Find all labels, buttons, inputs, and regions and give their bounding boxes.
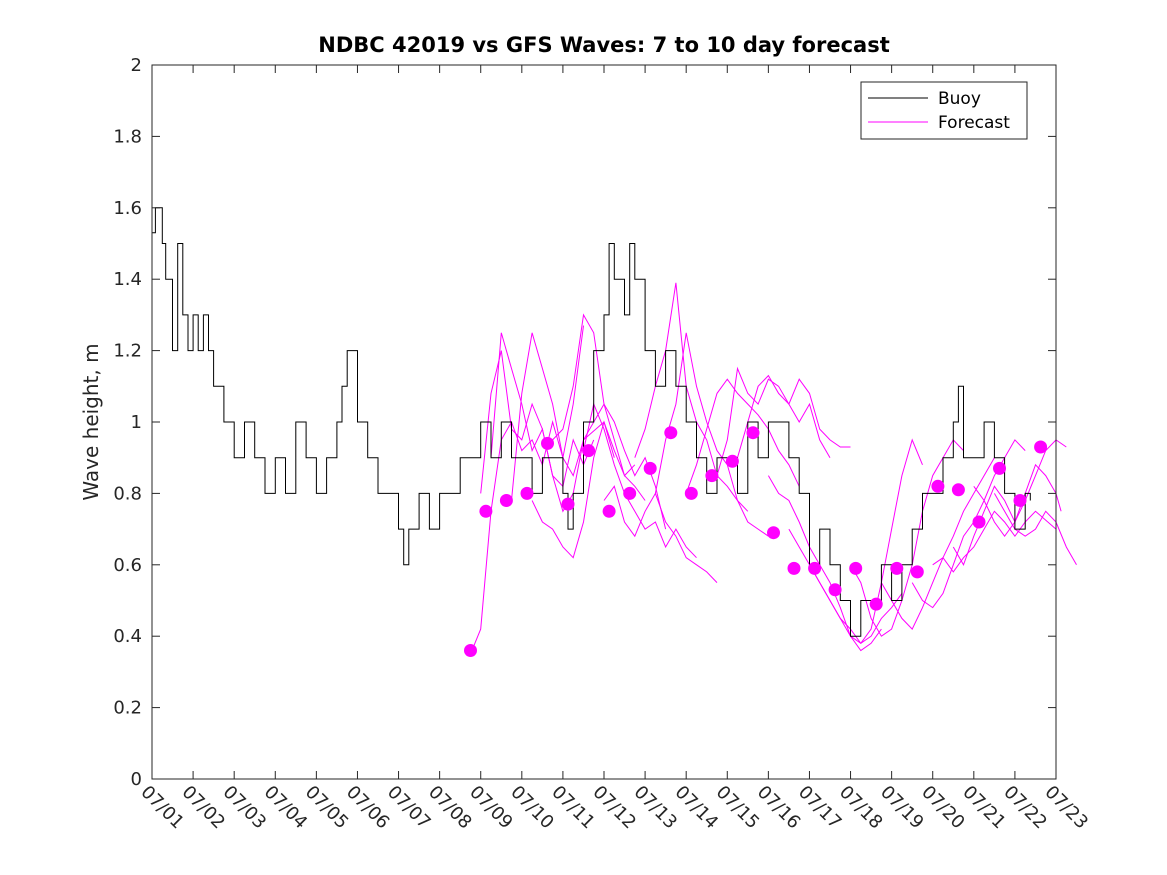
forecast-line — [788, 528, 903, 644]
y-tick-label: 0 — [131, 769, 142, 790]
forecast-marker — [479, 504, 493, 518]
y-tick-label: 0.4 — [113, 626, 142, 647]
forecast-marker — [931, 479, 945, 493]
forecast-marker — [684, 486, 698, 500]
forecast-line — [809, 438, 923, 644]
forecast-marker — [808, 561, 822, 575]
forecast-marker — [993, 461, 1006, 475]
forecast-marker — [520, 486, 534, 500]
forecast-marker — [664, 426, 678, 440]
forecast-line — [531, 420, 646, 559]
forecast-marker — [541, 436, 554, 450]
forecast-marker — [623, 486, 637, 500]
forecast-line — [583, 402, 697, 559]
forecast-line — [911, 439, 1026, 609]
forecast-marker — [499, 494, 513, 507]
forecast-marker — [582, 444, 596, 458]
y-tick-label: 1.8 — [113, 126, 142, 147]
forecast-markers — [464, 426, 1048, 657]
forecast-marker — [828, 583, 842, 597]
forecast-line — [716, 366, 831, 476]
forecast-marker — [1034, 440, 1048, 454]
y-tick-label: 1.4 — [113, 269, 142, 290]
forecast-marker — [705, 469, 719, 483]
forecast-marker — [869, 597, 883, 611]
forecast-marker — [787, 561, 801, 575]
forecast-line — [654, 332, 769, 537]
forecast-line — [850, 439, 964, 637]
y-tick-label: 1.2 — [113, 341, 142, 362]
forecast-line — [737, 374, 851, 458]
forecast-line — [511, 332, 636, 501]
forecast-line — [880, 457, 995, 630]
forecast-line — [685, 378, 800, 494]
forecast-line — [932, 510, 1057, 573]
forecast-marker — [464, 644, 477, 657]
legend-box — [860, 81, 1028, 140]
forecast-marker — [972, 515, 986, 529]
forecast-line — [552, 313, 667, 530]
forecast-line — [470, 325, 584, 655]
forecast-marker — [890, 561, 904, 575]
y-tick-label: 1.6 — [113, 198, 142, 219]
chart-title: NDBC 42019 vs GFS Waves: 7 to 10 day for… — [318, 33, 889, 57]
y-tick-label: 2 — [131, 55, 142, 76]
y-tick-label: 0.8 — [113, 483, 142, 504]
forecast-line — [952, 463, 1062, 566]
forecast-marker — [602, 504, 616, 518]
forecast-lines — [470, 282, 1077, 655]
y-tick-label: 0.6 — [113, 555, 142, 576]
forecast-line — [973, 439, 1067, 538]
forecast-marker — [951, 483, 965, 497]
forecast-marker — [561, 497, 575, 511]
forecast-marker — [725, 454, 739, 468]
forecast-marker — [746, 426, 760, 440]
forecast-marker — [849, 561, 863, 575]
forecast-marker — [1013, 494, 1027, 507]
forecast-marker — [910, 565, 924, 579]
forecast-line — [767, 475, 882, 652]
y-axis-label: Wave height, m — [79, 343, 103, 500]
y-axis: 0 0.2 0.4 0.6 0.8 1 1.2 1.4 1.6 1.8 2 — [113, 55, 1056, 790]
forecast-line — [993, 493, 1077, 566]
legend-label-buoy: Buoy — [938, 89, 981, 109]
forecast-line — [634, 282, 749, 512]
legend: Buoy Forecast — [860, 81, 1028, 140]
y-tick-label: 1 — [131, 412, 142, 433]
forecast-line — [603, 485, 718, 583]
forecast-marker — [767, 526, 780, 540]
y-tick-label: 0.2 — [113, 698, 142, 719]
forecast-marker — [643, 461, 657, 475]
legend-label-forecast: Forecast — [938, 113, 1010, 133]
